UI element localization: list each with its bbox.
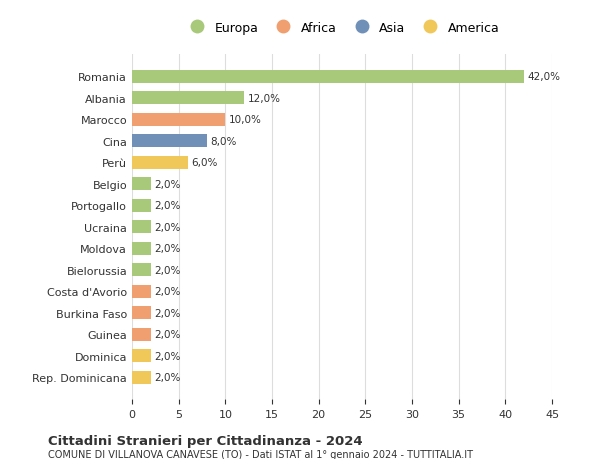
Text: 2,0%: 2,0% bbox=[154, 179, 181, 189]
Bar bbox=[132, 307, 151, 319]
Bar bbox=[132, 199, 151, 212]
Text: 2,0%: 2,0% bbox=[154, 372, 181, 382]
Bar bbox=[132, 113, 226, 127]
Text: 2,0%: 2,0% bbox=[154, 265, 181, 275]
Text: 2,0%: 2,0% bbox=[154, 308, 181, 318]
Text: 2,0%: 2,0% bbox=[154, 330, 181, 339]
Bar bbox=[132, 178, 151, 191]
Bar bbox=[132, 328, 151, 341]
Text: 2,0%: 2,0% bbox=[154, 351, 181, 361]
Bar bbox=[132, 92, 244, 105]
Bar bbox=[132, 371, 151, 384]
Text: 6,0%: 6,0% bbox=[192, 158, 218, 168]
Text: COMUNE DI VILLANOVA CANAVESE (TO) - Dati ISTAT al 1° gennaio 2024 - TUTTITALIA.I: COMUNE DI VILLANOVA CANAVESE (TO) - Dati… bbox=[48, 449, 473, 459]
Bar bbox=[132, 263, 151, 276]
Text: 10,0%: 10,0% bbox=[229, 115, 262, 125]
Bar bbox=[132, 285, 151, 298]
Text: 12,0%: 12,0% bbox=[248, 94, 281, 104]
Bar bbox=[132, 221, 151, 234]
Text: 2,0%: 2,0% bbox=[154, 201, 181, 211]
Text: 2,0%: 2,0% bbox=[154, 286, 181, 297]
Legend: Europa, Africa, Asia, America: Europa, Africa, Asia, America bbox=[179, 17, 505, 39]
Bar bbox=[132, 135, 206, 148]
Text: 42,0%: 42,0% bbox=[528, 72, 561, 82]
Text: Cittadini Stranieri per Cittadinanza - 2024: Cittadini Stranieri per Cittadinanza - 2… bbox=[48, 434, 362, 447]
Text: 2,0%: 2,0% bbox=[154, 222, 181, 232]
Bar bbox=[132, 242, 151, 255]
Bar bbox=[132, 157, 188, 169]
Text: 2,0%: 2,0% bbox=[154, 244, 181, 254]
Bar bbox=[132, 349, 151, 362]
Text: 8,0%: 8,0% bbox=[211, 136, 237, 146]
Bar bbox=[132, 71, 524, 84]
